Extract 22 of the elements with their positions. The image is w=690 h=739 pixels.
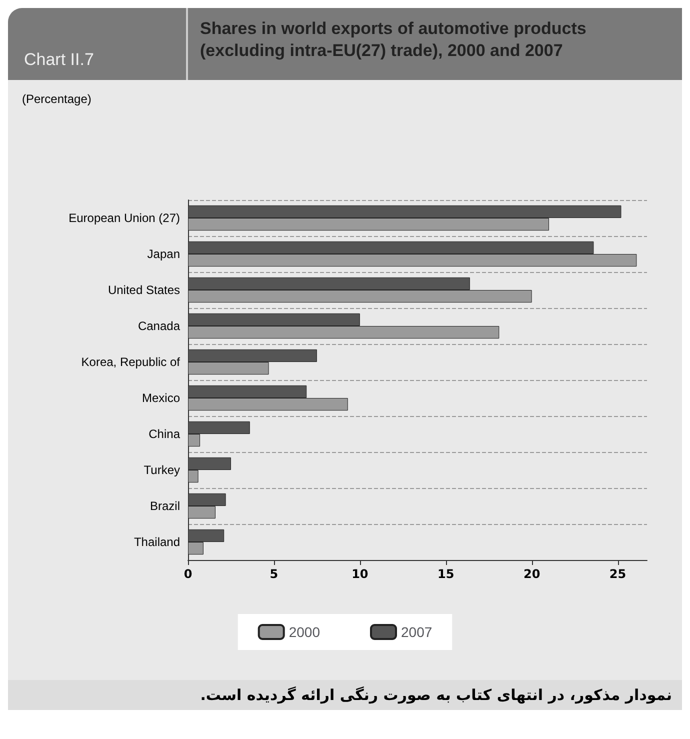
x-tick-label: 15 <box>438 567 454 581</box>
text: Chart II.7 <box>8 8 188 80</box>
y-tick-label: European Union (27) <box>68 211 180 225</box>
y-tick-label: Mexico <box>142 391 180 405</box>
x-tick-label: 10 <box>352 567 368 581</box>
y-tick-label: Thailand <box>134 535 180 549</box>
x-tick-label: 20 <box>523 567 540 581</box>
y-tick-label: United States <box>108 283 180 297</box>
text: نمودار مذکور، در انتهای کتاب به صورت رنگی ارائه گردیده است. <box>8 680 682 710</box>
y-tick-label: Turkey <box>144 463 180 477</box>
y-tick-label: Japan <box>147 247 180 261</box>
y-tick-label: Canada <box>138 319 180 333</box>
legend-label: 2000 <box>288 624 320 640</box>
legend-label: 2007 <box>401 624 432 640</box>
x-tick-label: 5 <box>270 567 278 581</box>
x-tick-label: 25 <box>609 567 626 581</box>
chart-title: Shares in world exports of automotive products (excluding intra-EU(27) trade), 2000 and 2007 <box>199 18 588 62</box>
text: (Percentage) <box>22 92 92 106</box>
y-tick-label: Korea, Republic of <box>81 355 181 369</box>
x-tick-label: 0 <box>184 567 192 581</box>
y-tick-label: Brazil <box>150 499 180 513</box>
y-tick-label: China <box>148 427 180 441</box>
